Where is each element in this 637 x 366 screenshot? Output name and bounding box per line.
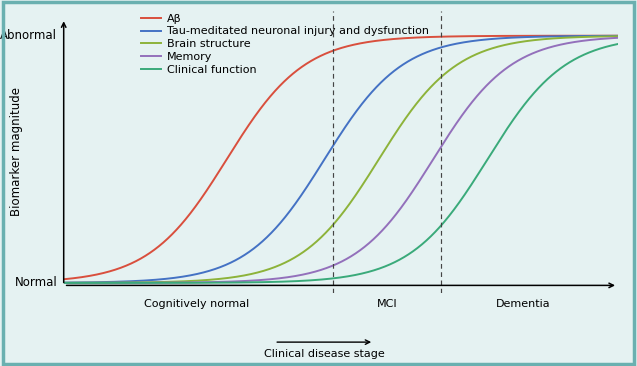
Text: Normal: Normal: [15, 276, 57, 290]
Legend: Aβ, Tau-meditated neuronal injury and dysfunction, Brain structure, Memory, Clin: Aβ, Tau-meditated neuronal injury and dy…: [141, 14, 429, 75]
Text: MCI: MCI: [376, 299, 397, 309]
Text: Abnormal: Abnormal: [0, 29, 57, 42]
Text: Biomarker magnitude: Biomarker magnitude: [10, 87, 23, 216]
Text: Dementia: Dementia: [496, 299, 550, 309]
Text: Clinical disease stage: Clinical disease stage: [264, 349, 385, 359]
Text: Cognitively normal: Cognitively normal: [144, 299, 250, 309]
